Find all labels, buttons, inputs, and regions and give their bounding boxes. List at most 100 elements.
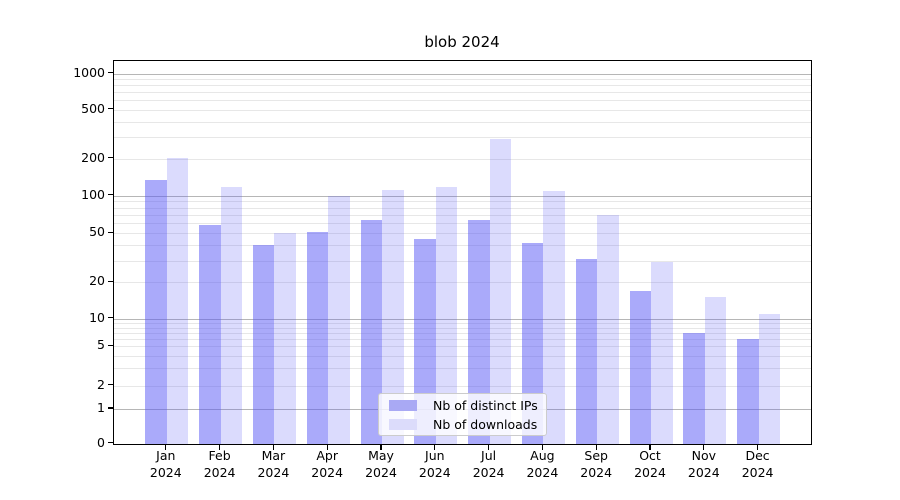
- bar-downloads-dec: [758, 313, 781, 444]
- legend-item-downloads: Nb of downloads: [387, 417, 538, 432]
- gridline-minor: [114, 282, 811, 284]
- y-tick-label: 5: [97, 337, 105, 353]
- gridline-minor: [114, 100, 811, 102]
- bar-distinct-ips-feb: [199, 225, 221, 444]
- x-tick-label-feb: Feb 2024: [203, 448, 236, 480]
- gridline-minor: [114, 158, 811, 160]
- x-tick-mark: [649, 445, 651, 450]
- y-tick-mark: [108, 193, 114, 196]
- bar-distinct-ips-may: [360, 219, 382, 444]
- y-tick-label: 2: [97, 376, 105, 392]
- gridline-minor: [114, 85, 811, 87]
- x-tick-label-sep: Sep 2024: [580, 448, 613, 480]
- gridline-major: [114, 195, 811, 197]
- bar-distinct-ips-dec: [737, 339, 759, 444]
- y-tick-mark: [108, 317, 114, 319]
- y-tick-mark: [108, 72, 114, 74]
- x-tick-label-apr: Apr 2024: [311, 448, 344, 480]
- gridline-minor: [114, 223, 811, 225]
- x-tick-mark: [272, 445, 275, 450]
- legend-swatch-distinct-ips: [389, 399, 417, 411]
- x-tick-mark: [487, 445, 490, 450]
- gridline-minor: [114, 332, 811, 334]
- y-tick-label: 1000: [73, 64, 105, 80]
- x-tick-label-dec: Dec 2024: [741, 448, 774, 480]
- x-tick-label-jul: Jul 2024: [472, 448, 505, 480]
- gridline-minor: [114, 355, 811, 357]
- gridline-minor: [114, 207, 811, 209]
- y-tick-mark: [108, 280, 114, 282]
- gridline-minor: [114, 368, 811, 370]
- legend-label-distinct-ips: Nb of distinct IPs: [433, 397, 538, 413]
- y-tick-label: 1: [97, 400, 105, 415]
- x-tick-label-jan: Jan 2024: [149, 448, 182, 480]
- bar-downloads-nov: [704, 297, 727, 444]
- plot-area: Nb of distinct IPs Nb of downloads: [113, 60, 812, 445]
- chart-title: blob 2024: [424, 33, 500, 51]
- bar-downloads-mar: [274, 233, 296, 444]
- x-tick-label-may: May 2024: [365, 448, 397, 480]
- gridline-minor: [114, 346, 811, 348]
- gridline-minor: [114, 339, 811, 340]
- bar-distinct-ips-jun: [414, 238, 436, 444]
- y-tick-label: 10: [89, 309, 105, 325]
- gridline-minor: [114, 92, 811, 94]
- gridline-minor: [114, 260, 811, 262]
- y-tick-mark: [108, 231, 114, 233]
- gridline-minor: [114, 121, 811, 123]
- bar-downloads-oct: [651, 262, 673, 444]
- gridline-minor: [114, 109, 811, 111]
- y-tick-label: 100: [81, 186, 105, 202]
- x-tick-mark: [541, 445, 544, 450]
- gridline-minor: [114, 245, 811, 247]
- bar-downloads-sep: [597, 214, 619, 444]
- bar-downloads-aug: [543, 190, 565, 444]
- bar-distinct-ips-mar: [252, 245, 275, 444]
- bar-distinct-ips-jul: [468, 219, 490, 444]
- y-tick-label: 50: [89, 224, 105, 240]
- gridline-major: [114, 318, 811, 320]
- bar-distinct-ips-nov: [683, 332, 705, 444]
- bar-distinct-ips-apr: [306, 232, 329, 444]
- bar-downloads-apr: [328, 195, 350, 444]
- gridline-minor: [114, 385, 811, 387]
- x-tick-label-aug: Aug 2024: [526, 448, 559, 480]
- x-tick-mark: [434, 445, 436, 450]
- gridline-minor: [114, 233, 811, 235]
- y-tick-mark: [108, 344, 114, 346]
- y-tick-label: 0: [97, 434, 105, 450]
- y-tick-mark: [108, 383, 114, 386]
- gridline-minor: [114, 323, 811, 324]
- x-tick-mark: [595, 445, 597, 450]
- bar-downloads-may: [382, 189, 404, 444]
- x-tick-label-jun: Jun 2024: [418, 448, 451, 480]
- bar-distinct-ips-sep: [575, 258, 598, 444]
- x-tick-mark: [218, 445, 221, 450]
- y-tick-label: 200: [81, 149, 105, 165]
- gridline-minor: [114, 201, 811, 203]
- legend-label-downloads: Nb of downloads: [433, 416, 538, 432]
- bar-downloads-jul: [489, 138, 512, 444]
- x-tick-label-mar: Mar 2024: [257, 448, 290, 480]
- x-tick-mark: [703, 445, 705, 450]
- gridline-minor: [114, 214, 811, 216]
- legend-swatch-downloads: [389, 418, 417, 430]
- x-tick-mark: [326, 445, 328, 450]
- x-tick-label-oct: Oct 2024: [634, 448, 666, 480]
- y-tick-mark: [108, 108, 114, 110]
- x-tick-mark: [380, 445, 382, 450]
- gridline-major: [114, 73, 811, 75]
- x-tick-mark: [756, 445, 759, 450]
- x-tick-mark: [165, 445, 167, 450]
- gridline-minor: [114, 327, 811, 329]
- bar-distinct-ips-jan: [145, 179, 167, 444]
- gridline-minor: [114, 137, 811, 139]
- bar-downloads-jan: [166, 157, 189, 444]
- y-tick-mark: [108, 442, 114, 444]
- y-tick-mark: [108, 157, 114, 159]
- x-tick-label-nov: Nov 2024: [687, 448, 720, 480]
- y-tick-label: 500: [81, 100, 105, 116]
- y-tick-mark: [108, 407, 114, 409]
- y-tick-label: 20: [89, 273, 105, 289]
- gridline-minor: [114, 79, 811, 81]
